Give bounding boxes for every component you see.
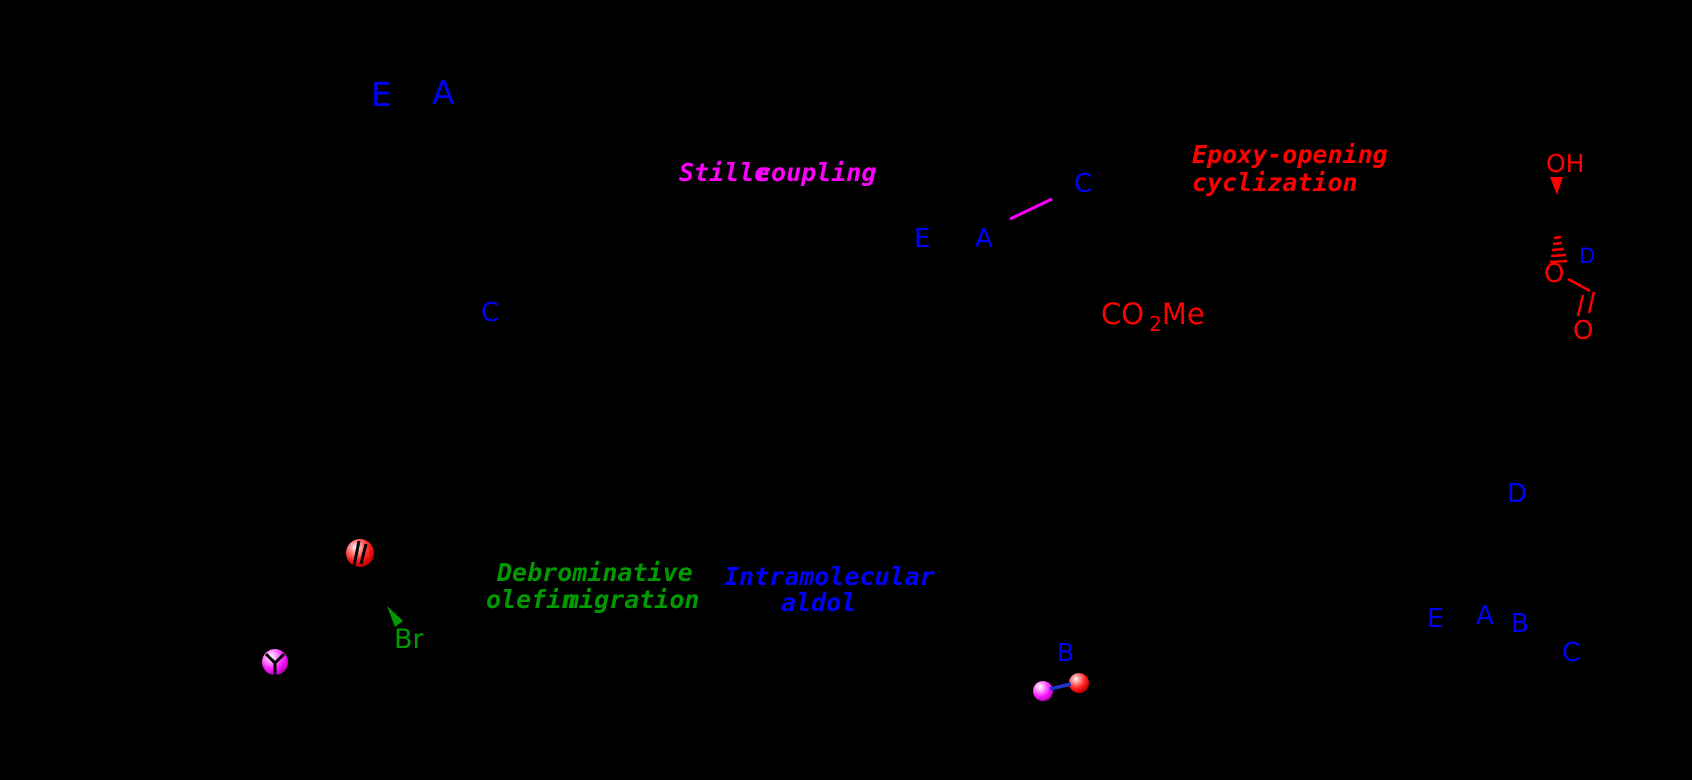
step-label-olefin: olefin <box>486 585 577 614</box>
ring-letter-e: E <box>371 75 392 114</box>
ring-letter-b: B <box>1511 609 1529 639</box>
ring-letter-c: C <box>481 298 500 328</box>
step-label-debrominative: Debrominative <box>497 558 693 587</box>
carbonyl-oxygen-label: O <box>1573 316 1594 346</box>
step-label-migration: migration <box>564 585 700 614</box>
bromine-label: Br <box>394 624 424 655</box>
ester-oxygen-label: O <box>1544 259 1565 289</box>
ring-letter-c: C <box>1074 169 1093 199</box>
co2me-label: CO 2Me <box>1101 297 1205 335</box>
hydroxyl-label: OH <box>1546 149 1585 178</box>
ring-letter-c: C <box>1562 638 1581 668</box>
ring-letter-d: D <box>1507 479 1528 509</box>
co2me-subscript: 2 <box>1149 312 1162 336</box>
highlight-sphere-magenta-mid <box>1033 681 1053 701</box>
step-label-epoxy-line1: Epoxy-opening <box>1192 140 1388 169</box>
ring-letter-e: E <box>914 224 931 254</box>
highlight-sphere-red-mid <box>1069 673 1089 693</box>
step-label-intramolecular: Intramolecular <box>724 562 935 591</box>
ring-letter-d: D <box>1579 244 1596 268</box>
step-label-stille: Stille <box>679 158 770 187</box>
step-label-coupling: coupling <box>756 158 877 187</box>
co2me-main: CO <box>1101 297 1145 331</box>
step-label-epoxy-line2: cyclization <box>1192 168 1358 197</box>
co2me-tail: Me <box>1161 297 1205 331</box>
ring-letter-e: E <box>1427 604 1444 634</box>
ring-letter-b: B <box>1057 638 1075 667</box>
ring-letter-a: A <box>1476 601 1494 631</box>
ring-letter-a: A <box>975 224 993 254</box>
ring-letter-a: A <box>432 73 455 112</box>
step-label-aldol: aldol <box>781 588 857 617</box>
